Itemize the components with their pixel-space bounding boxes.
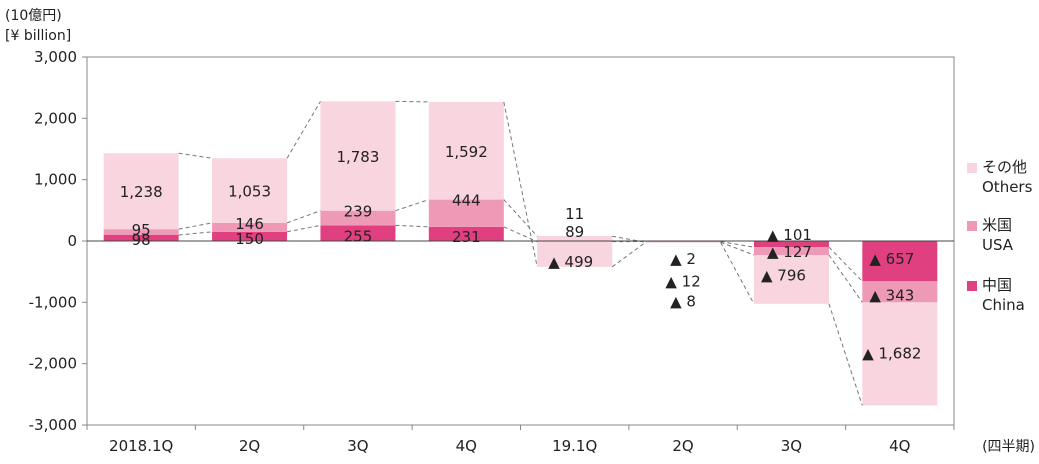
bar-usa-3 bbox=[428, 199, 504, 227]
connector-lines bbox=[178, 100, 863, 406]
connector-line bbox=[395, 100, 429, 103]
data-label: 1,592 bbox=[445, 143, 488, 161]
y-tick-label: 3,000 bbox=[34, 48, 77, 66]
data-label: ▲ 8 bbox=[670, 292, 696, 310]
bar-others-7 bbox=[862, 302, 938, 406]
x-tick-label: 4Q bbox=[889, 437, 910, 455]
connector-line bbox=[286, 210, 321, 224]
legend-label-en: China bbox=[982, 296, 1025, 314]
x-tick-label: 2018.1Q bbox=[109, 437, 173, 455]
bar-group bbox=[103, 101, 938, 406]
data-label: 1,238 bbox=[120, 183, 163, 201]
bar-usa-2 bbox=[320, 210, 396, 226]
bar-others-1 bbox=[212, 158, 288, 223]
bar-others-2 bbox=[320, 101, 396, 211]
bar-china-0 bbox=[103, 234, 179, 241]
x-tick-label: 4Q bbox=[456, 437, 477, 455]
bar-others-6 bbox=[753, 254, 829, 304]
connector-line bbox=[828, 254, 863, 303]
connector-line bbox=[503, 199, 538, 237]
legend-label-ja: 中国 bbox=[982, 276, 1012, 294]
connector-line bbox=[178, 152, 213, 159]
bar-others-0 bbox=[103, 153, 179, 230]
connector-line bbox=[395, 199, 429, 212]
x-tick-label: 2Q bbox=[239, 437, 260, 455]
legend-label-en: USA bbox=[982, 236, 1014, 254]
x-tick-label: 2Q bbox=[672, 437, 693, 455]
legend-label-en: Others bbox=[982, 178, 1033, 196]
data-label: 98 bbox=[132, 231, 151, 249]
y-tick-label: -1,000 bbox=[29, 293, 77, 311]
connector-line bbox=[286, 224, 321, 233]
bar-usa-0 bbox=[103, 229, 179, 235]
bar-china-1 bbox=[212, 231, 288, 241]
bar-usa-7 bbox=[862, 281, 938, 303]
data-label: 146 bbox=[235, 215, 264, 233]
data-label: ▲ 101 bbox=[767, 226, 812, 244]
data-label: ▲ 657 bbox=[869, 250, 914, 268]
data-label: ▲ 499 bbox=[548, 253, 593, 271]
connector-line bbox=[503, 101, 538, 267]
data-label: 444 bbox=[452, 192, 481, 210]
legend-swatch bbox=[967, 163, 977, 173]
y-unit-label-en: [¥ billion] bbox=[5, 28, 71, 44]
y-tick-label: 1,000 bbox=[34, 171, 77, 189]
x-tick-label: 3Q bbox=[781, 437, 802, 455]
data-label: 89 bbox=[565, 223, 584, 241]
bar-usa-5 bbox=[645, 241, 721, 243]
data-label: 231 bbox=[452, 228, 481, 246]
legend: その他 Others 米国 USA 中国 China bbox=[967, 158, 1033, 314]
connector-line bbox=[503, 226, 538, 243]
y-tick-label: -3,000 bbox=[29, 416, 77, 434]
data-label: 150 bbox=[235, 230, 264, 248]
connector-line bbox=[720, 242, 755, 305]
axes: 3,000 2,000 1,000 0 -1,000 -2,000 -3,000 2018.1… bbox=[5, 8, 1035, 455]
legend-label-ja: その他 bbox=[982, 158, 1027, 176]
data-label: 1,783 bbox=[336, 148, 379, 166]
connector-line bbox=[828, 303, 863, 406]
data-label: ▲ 127 bbox=[767, 243, 812, 261]
bar-others-5 bbox=[645, 242, 721, 243]
data-label: ▲ 1,682 bbox=[862, 345, 921, 363]
legend-swatch bbox=[967, 281, 977, 291]
bar-china-7 bbox=[862, 241, 938, 282]
y-tick-label: 0 bbox=[67, 232, 77, 250]
bar-china-6 bbox=[753, 241, 829, 248]
bar-china-3 bbox=[428, 226, 504, 241]
connector-line bbox=[395, 224, 429, 228]
data-label: 239 bbox=[344, 203, 373, 221]
bar-others-3 bbox=[428, 101, 504, 200]
data-label: 1,053 bbox=[228, 183, 271, 201]
x-unit-label: (四半期) bbox=[982, 439, 1035, 455]
bar-usa-6 bbox=[753, 247, 829, 255]
data-label: 95 bbox=[132, 221, 151, 239]
bar-usa-1 bbox=[212, 222, 288, 232]
data-label: ▲ 2 bbox=[670, 250, 696, 268]
connector-line bbox=[720, 241, 755, 256]
y-tick-label: -2,000 bbox=[29, 355, 77, 373]
connector-line bbox=[720, 240, 755, 248]
data-label: ▲ 12 bbox=[665, 272, 700, 290]
y-unit-label-ja: (10億円) bbox=[5, 8, 62, 24]
y-tick-label: 2,000 bbox=[34, 109, 77, 127]
bar-china-2 bbox=[320, 225, 396, 241]
connector-line bbox=[828, 246, 863, 282]
connector-line bbox=[178, 222, 213, 230]
data-label: ▲ 796 bbox=[761, 266, 806, 284]
data-label: ▲ 343 bbox=[869, 286, 914, 304]
data-label: 255 bbox=[344, 228, 373, 246]
data-label: 11 bbox=[565, 205, 584, 223]
connector-line bbox=[611, 241, 646, 268]
x-tick-label: 3Q bbox=[347, 437, 368, 455]
connector-line bbox=[286, 101, 321, 159]
legend-swatch bbox=[967, 221, 977, 231]
connector-line bbox=[178, 231, 213, 236]
x-tick-label: 19.1Q bbox=[552, 437, 597, 455]
legend-label-ja: 米国 bbox=[982, 216, 1012, 234]
